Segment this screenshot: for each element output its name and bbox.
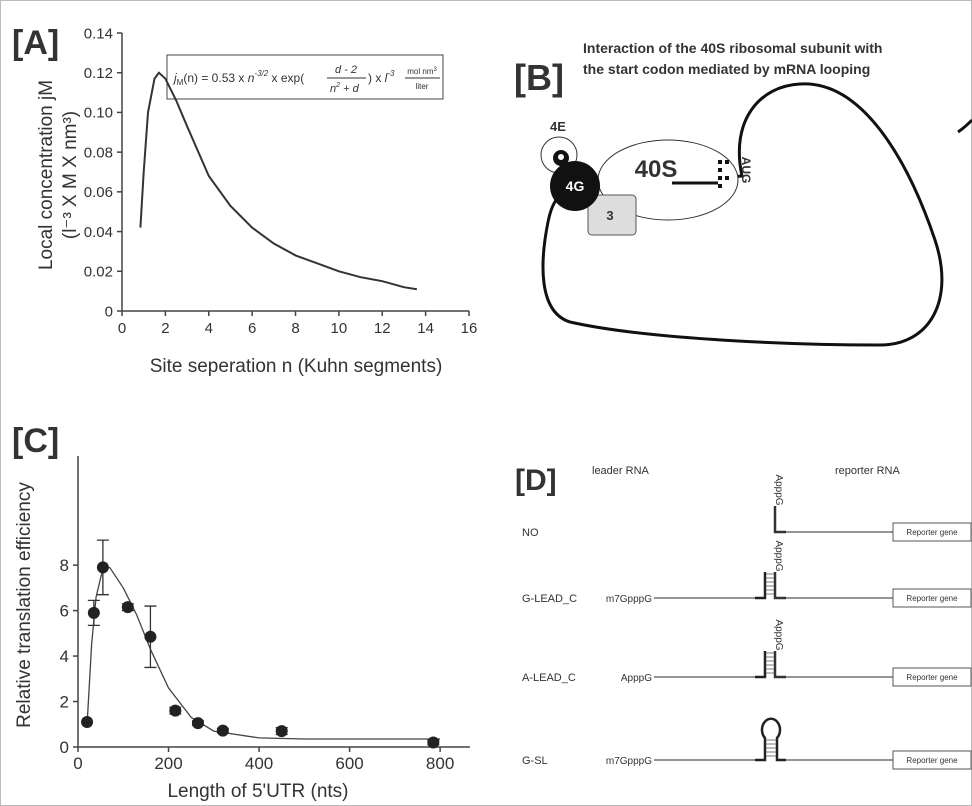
mrna-end — [957, 118, 972, 134]
y-tick-label: 0 — [60, 738, 69, 757]
leader-stem — [755, 572, 767, 600]
x-tick-label: 10 — [331, 320, 348, 337]
mrna-loop — [541, 82, 944, 347]
codon: AUG — [739, 157, 753, 184]
eq-numerator: d - 2 — [335, 64, 357, 76]
reporter-label: Reporter gene — [906, 673, 958, 682]
eq-denominator: n2 + d — [330, 82, 360, 95]
column-title: reporter RNA — [835, 465, 900, 477]
x-tick-label: 4 — [205, 320, 213, 337]
reporter-label: Reporter gene — [906, 528, 958, 537]
x-tick-label: 2 — [161, 320, 169, 337]
y-tick-label: 2 — [60, 692, 69, 711]
reporter-stem — [773, 506, 786, 534]
equation-box — [166, 54, 444, 100]
reporter-stem — [773, 651, 786, 679]
point — [427, 736, 440, 749]
label-4g: 4G — [566, 178, 585, 194]
leader-cap: ApppG — [621, 673, 652, 684]
row-label: G-LEAD_C — [522, 593, 577, 605]
y-tick-label: 0.06 — [84, 184, 113, 201]
row-label: NO — [522, 527, 539, 539]
x-axis-title: Length of 5'UTR (nts) — [167, 781, 348, 802]
leader-cap: m7GpppG — [606, 594, 652, 605]
fit-line — [86, 566, 441, 740]
y-tick-label: 4 — [60, 647, 69, 666]
y-tick-label: 0.14 — [84, 25, 113, 42]
row-label: G-SL — [522, 755, 548, 767]
panel-label: [C] — [12, 422, 59, 460]
reporter-box — [892, 667, 972, 687]
top-cap: ApppG — [773, 540, 784, 571]
y-tick-label: 0.12 — [84, 65, 113, 82]
row-label: A-LEAD_C — [522, 672, 576, 684]
label-3: 3 — [606, 208, 613, 223]
panel-label: [B] — [514, 57, 564, 98]
y-axis-title: Relative translation efficiency — [14, 482, 35, 728]
hairpin — [755, 717, 786, 762]
eq-unit-den: liter — [416, 82, 429, 91]
y-tick-label: 6 — [60, 602, 69, 621]
leader-stem — [755, 651, 767, 679]
reporter-box — [892, 588, 972, 608]
panel-label: [D] — [515, 464, 557, 497]
y-tick-label: 0.04 — [84, 224, 113, 241]
factor-4g — [550, 161, 600, 211]
equation-tail: ) x l-3 — [368, 69, 395, 85]
reporter-box — [892, 522, 972, 542]
x-tick-label: 14 — [417, 320, 434, 337]
point — [216, 724, 229, 737]
y-tick-label: 0.10 — [84, 105, 113, 122]
x-tick-label: 400 — [245, 754, 273, 773]
panel-title: the start codon mediated by mRNA looping — [583, 61, 870, 77]
construct-rows: NO Reporter gene ApppG G-LEAD_C Reporter gen… — [522, 474, 972, 770]
y-tick-label: 0.02 — [84, 264, 113, 281]
panel-label: [A] — [12, 24, 59, 62]
reporter-stem — [773, 572, 786, 600]
x-tick-label: 200 — [154, 754, 182, 773]
y-axis-title: Local concentration jM — [36, 80, 57, 270]
factor-3 — [587, 194, 637, 236]
label-40s: 40S — [635, 156, 678, 183]
line — [139, 71, 418, 291]
point — [169, 704, 182, 717]
x-tick-label: 0 — [118, 320, 126, 337]
cap-dot — [558, 154, 564, 160]
point — [81, 715, 94, 728]
y-tick-label: 0 — [105, 303, 113, 320]
point — [144, 630, 157, 643]
codon-marks — [718, 160, 729, 188]
column-title: leader RNA — [592, 465, 650, 477]
x-tick-label: 0 — [73, 754, 82, 773]
point — [96, 561, 109, 574]
y-tick-label: 0.08 — [84, 144, 113, 161]
x-tick-label: 600 — [335, 754, 363, 773]
y-tick-label: 8 — [60, 556, 69, 575]
y-axis-title: (l⁻³ X M X nm³) — [60, 111, 81, 239]
leader-cap: m7GpppG — [606, 756, 652, 767]
x-axis-title: Site seperation n (Kuhn segments) — [150, 356, 443, 377]
point — [87, 606, 100, 619]
label-4e: 4E — [550, 119, 566, 134]
point — [121, 601, 134, 614]
x-tick-label: 800 — [426, 754, 454, 773]
top-cap: ApppG — [773, 474, 784, 505]
x-tick-label: 6 — [248, 320, 256, 337]
panel-title: Interaction of the 40S ribosomal subunit… — [583, 40, 882, 56]
reporter-box — [892, 750, 972, 770]
x-tick-label: 12 — [374, 320, 391, 337]
top-cap: ApppG — [773, 619, 784, 650]
reporter-label: Reporter gene — [906, 756, 958, 765]
equation: jM(n) = 0.53 x n-3/2 x exp( — [172, 69, 304, 87]
point — [191, 717, 204, 730]
x-tick-label: 16 — [461, 320, 478, 337]
reporter-label: Reporter gene — [906, 594, 958, 603]
eq-unit-num: mol nm3 — [407, 67, 437, 76]
x-tick-label: 8 — [291, 320, 299, 337]
point — [275, 725, 288, 738]
